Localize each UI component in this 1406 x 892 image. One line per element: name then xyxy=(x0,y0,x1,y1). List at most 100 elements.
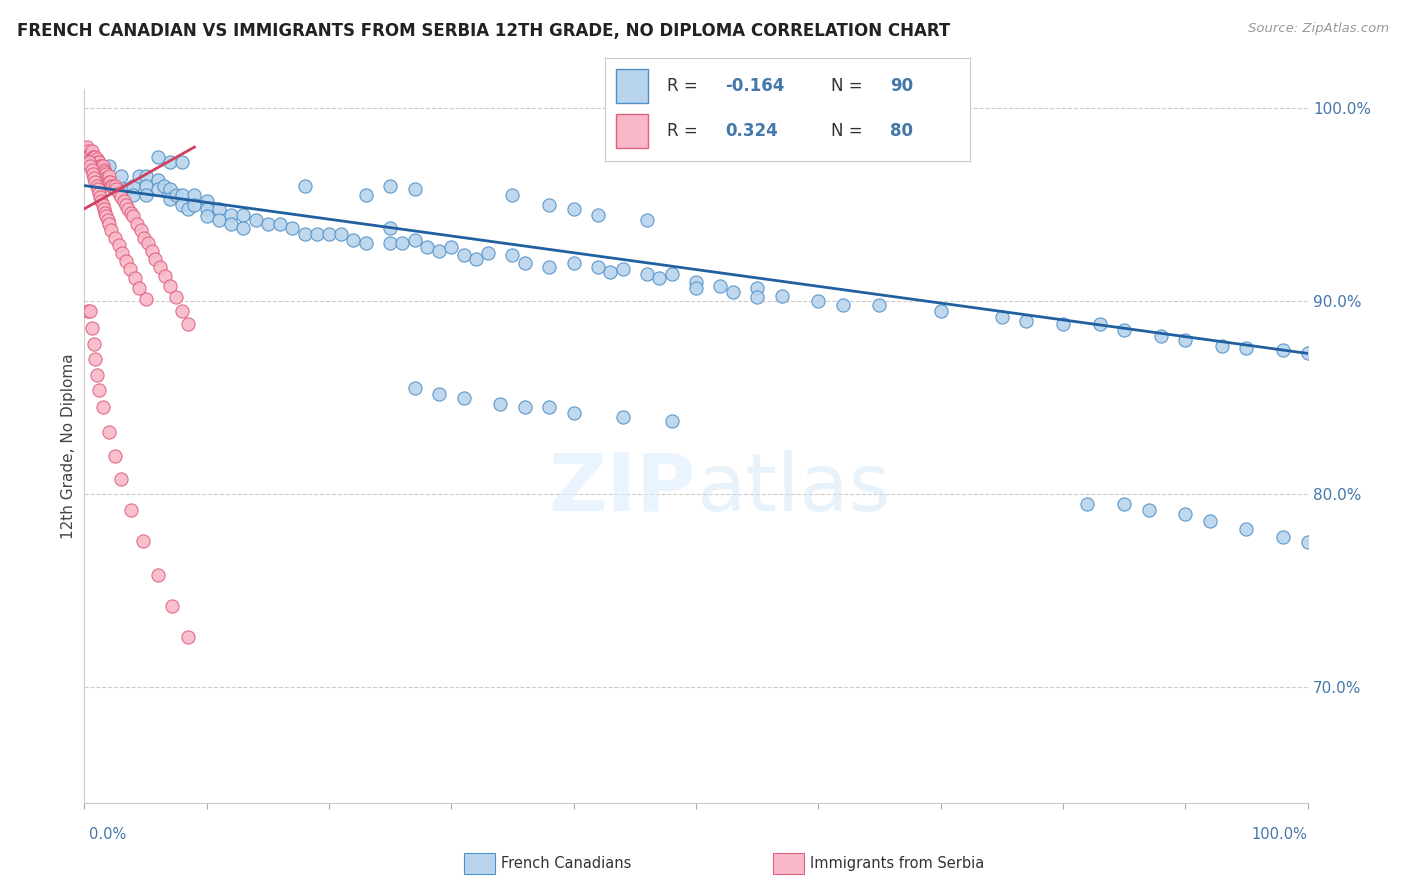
Point xyxy=(404,182,426,196)
Point xyxy=(105,182,128,196)
Point xyxy=(747,281,769,295)
Point xyxy=(685,281,707,295)
Point xyxy=(770,288,793,302)
Point xyxy=(93,202,115,216)
Point xyxy=(96,210,118,224)
Point xyxy=(177,318,200,332)
Point xyxy=(96,167,118,181)
Point xyxy=(1236,522,1258,536)
Point xyxy=(159,182,181,196)
Point xyxy=(84,352,107,367)
Point xyxy=(77,304,100,318)
Point xyxy=(1211,339,1233,353)
Point xyxy=(453,391,475,405)
Point xyxy=(1296,535,1319,549)
Text: atlas: atlas xyxy=(696,450,890,528)
Point xyxy=(172,155,194,169)
Point xyxy=(97,425,120,440)
Point xyxy=(141,244,163,259)
Point xyxy=(129,223,152,237)
Point xyxy=(562,202,585,216)
Point xyxy=(159,192,181,206)
Point xyxy=(404,381,426,395)
Point xyxy=(87,155,110,169)
Point xyxy=(86,368,108,382)
Point xyxy=(586,208,609,222)
Text: Immigrants from Serbia: Immigrants from Serbia xyxy=(810,856,984,871)
Point xyxy=(1052,318,1074,332)
Point xyxy=(380,236,402,251)
Point xyxy=(416,240,439,254)
Point xyxy=(219,208,242,222)
Point xyxy=(232,208,254,222)
Point xyxy=(91,159,114,173)
Point xyxy=(330,227,353,241)
Point xyxy=(1015,313,1038,327)
Point xyxy=(90,194,112,208)
Point xyxy=(1088,318,1111,332)
Point xyxy=(83,150,105,164)
FancyBboxPatch shape xyxy=(616,70,648,103)
Point xyxy=(84,155,107,169)
Point xyxy=(111,246,134,260)
Point xyxy=(146,173,169,187)
Point xyxy=(232,221,254,235)
Point xyxy=(100,178,122,193)
Point xyxy=(1272,343,1295,357)
Point xyxy=(146,568,169,582)
Text: R =: R = xyxy=(666,78,703,95)
Point xyxy=(538,198,561,212)
Point xyxy=(118,261,141,276)
Point xyxy=(87,161,110,176)
Text: 80: 80 xyxy=(890,122,912,140)
Point xyxy=(281,221,304,235)
Point xyxy=(115,198,138,212)
Point xyxy=(122,188,145,202)
Point xyxy=(79,159,101,173)
Point xyxy=(89,163,111,178)
Point xyxy=(122,178,145,193)
Text: 90: 90 xyxy=(890,78,912,95)
Point xyxy=(120,205,142,219)
Point xyxy=(128,169,150,183)
Point xyxy=(661,268,683,282)
Point xyxy=(208,202,231,216)
Point xyxy=(124,271,146,285)
Point xyxy=(183,198,205,212)
Point xyxy=(82,150,104,164)
Point xyxy=(162,599,184,613)
Point xyxy=(122,210,145,224)
Text: 0.0%: 0.0% xyxy=(89,827,125,841)
Text: French Canadians: French Canadians xyxy=(501,856,631,871)
Point xyxy=(513,401,536,415)
Point xyxy=(110,472,132,486)
Point xyxy=(136,236,159,251)
Point xyxy=(110,169,132,183)
Text: 100.0%: 100.0% xyxy=(1251,827,1308,841)
Point xyxy=(612,410,634,425)
Text: N =: N = xyxy=(831,78,868,95)
Point xyxy=(305,227,328,241)
Point xyxy=(82,167,104,181)
Point xyxy=(538,260,561,274)
Point xyxy=(134,230,156,244)
Point xyxy=(195,210,218,224)
Point xyxy=(404,233,426,247)
Point xyxy=(599,265,621,279)
Text: -0.164: -0.164 xyxy=(725,78,785,95)
Point xyxy=(172,188,194,202)
Point xyxy=(84,150,107,164)
Point xyxy=(91,401,114,415)
Point xyxy=(87,383,110,397)
Point xyxy=(269,217,291,231)
Point xyxy=(135,188,157,202)
Point xyxy=(562,256,585,270)
Text: Source: ZipAtlas.com: Source: ZipAtlas.com xyxy=(1249,22,1389,36)
Point xyxy=(391,236,413,251)
Point xyxy=(869,298,891,312)
Point xyxy=(112,194,135,208)
Point xyxy=(747,291,769,305)
Point xyxy=(97,175,120,189)
Point xyxy=(110,190,132,204)
Point xyxy=(440,240,463,254)
